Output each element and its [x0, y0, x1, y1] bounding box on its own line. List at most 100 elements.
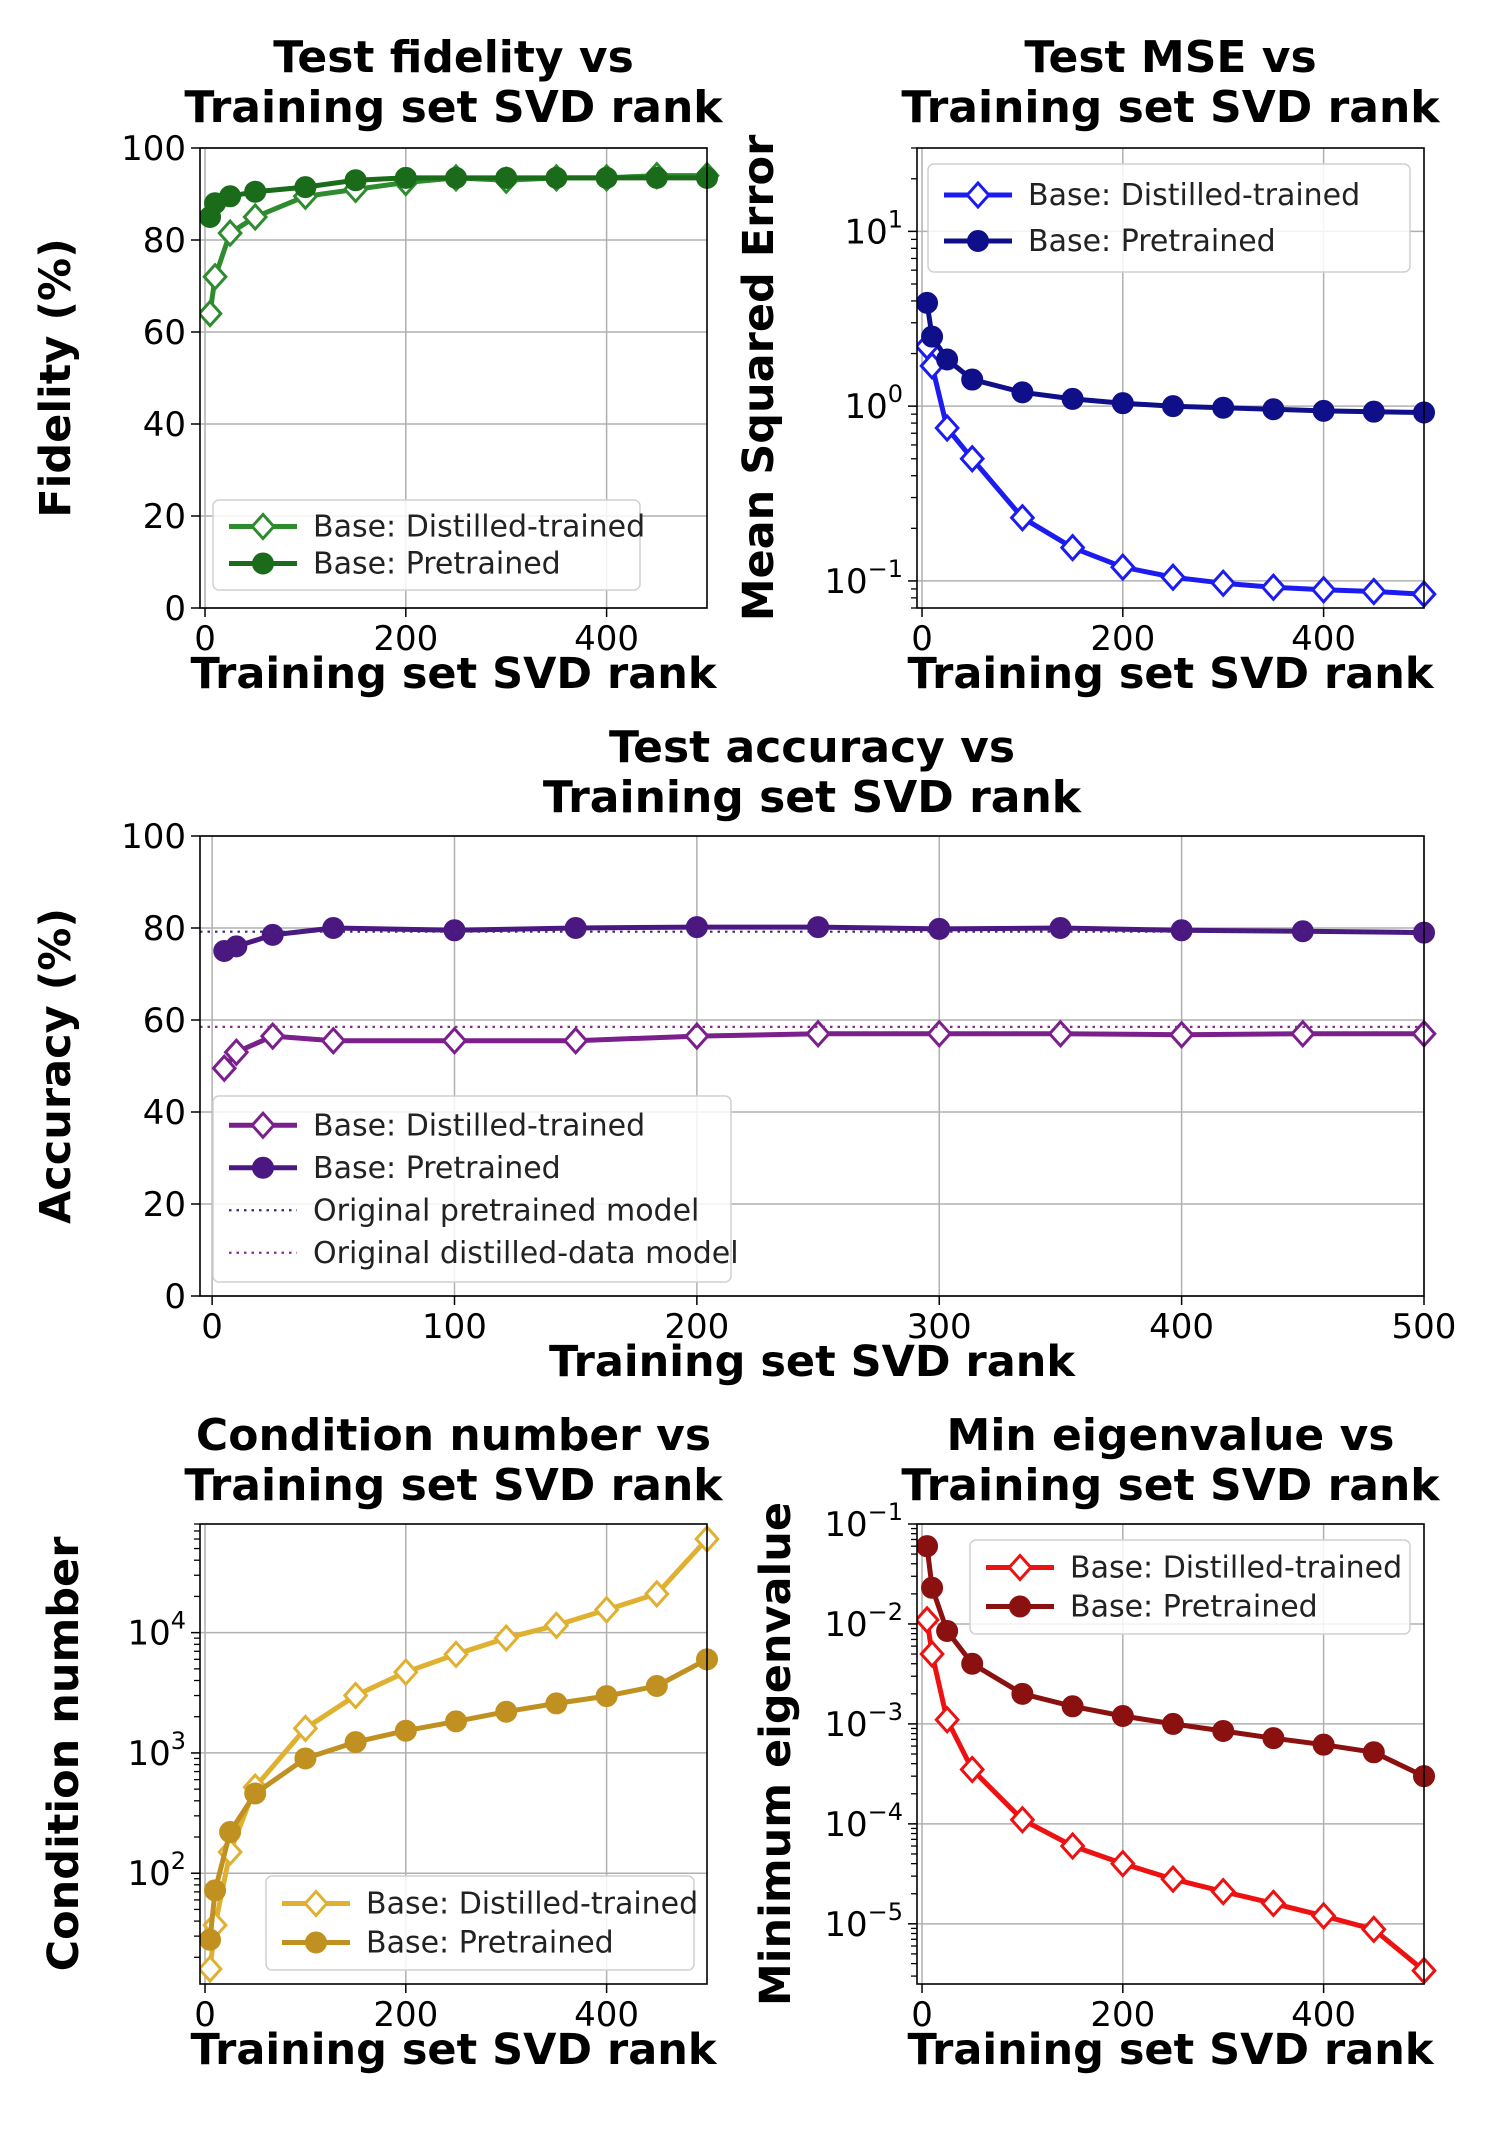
legend-marker — [252, 552, 274, 575]
data-point — [921, 1576, 944, 1599]
data-point — [320, 1026, 347, 1055]
y-tick-label: 10−4 — [824, 1798, 903, 1845]
x-tick-label: 0 — [194, 619, 216, 659]
chart-title: Test fidelity vs — [273, 32, 634, 83]
chart-title: Training set SVD rank — [184, 1460, 724, 1511]
data-point — [595, 166, 618, 189]
legend: Base: Distilled-trained Base: Pretrained — [927, 163, 1411, 273]
x-axis-label: Training set SVD rank — [191, 649, 718, 699]
y-tick-label: 103 — [127, 1727, 186, 1774]
axes-frame — [916, 147, 1425, 609]
data-point — [545, 1692, 568, 1715]
data-point — [1168, 1020, 1195, 1049]
x-tick-label: 300 — [907, 1307, 972, 1347]
axes-frame — [199, 1523, 708, 1985]
x-tick-label: 200 — [373, 1995, 438, 2035]
data-point — [917, 1605, 940, 1635]
data-point — [225, 935, 248, 958]
data-point — [917, 1535, 939, 1558]
y-tick-label: 102 — [127, 1847, 186, 1894]
data-point — [961, 1652, 984, 1675]
data-point — [961, 368, 984, 391]
data-point — [1210, 568, 1237, 598]
data-point — [344, 169, 367, 192]
series-line — [924, 1619, 1426, 1973]
legend-label: Original distilled-data model — [313, 1236, 739, 1271]
data-point — [807, 916, 830, 939]
data-point — [1289, 1019, 1316, 1049]
data-point — [1362, 1741, 1385, 1764]
y-tick-label: 10−2 — [824, 1598, 903, 1645]
legend-marker — [1007, 1553, 1033, 1582]
data-point — [1061, 1695, 1084, 1718]
chart-title: Training set SVD rank — [543, 772, 1083, 823]
data-point — [441, 1026, 468, 1055]
data-point — [342, 1681, 369, 1710]
data-point — [200, 1954, 223, 1984]
y-tick-label: 104 — [127, 1607, 186, 1654]
x-tick-label: 200 — [664, 1307, 729, 1347]
y-axis-label: Fidelity (%) — [31, 238, 81, 517]
data-point — [292, 1714, 319, 1743]
data-point — [562, 1026, 589, 1055]
data-point — [959, 1755, 986, 1784]
y-axis-label: Minimum eigenvalue — [751, 1502, 801, 2006]
data-point — [445, 1710, 468, 1733]
data-point — [1049, 917, 1072, 939]
plot-area — [917, 291, 1437, 609]
data-point — [928, 917, 951, 940]
chart-title: Test accuracy vs — [609, 722, 1015, 773]
data-point — [564, 917, 587, 939]
y-tick-label: 80 — [143, 221, 186, 261]
data-point — [392, 1657, 419, 1687]
y-tick-label: 60 — [143, 313, 186, 353]
data-point — [1260, 1889, 1287, 1918]
y-tick-label: 60 — [143, 1001, 186, 1041]
x-tick-label: 200 — [1090, 1995, 1155, 2035]
data-point — [1262, 1727, 1285, 1750]
data-point — [936, 1620, 959, 1643]
data-point — [244, 180, 267, 203]
y-tick-label: 100 — [121, 817, 186, 857]
data-point — [1059, 1831, 1086, 1861]
y-tick-label: 101 — [844, 205, 903, 252]
legend-label: Base: Pretrained — [313, 1151, 561, 1186]
y-axis-label: Mean Squared Error — [734, 134, 784, 621]
data-point — [1210, 1877, 1237, 1906]
data-point — [294, 176, 317, 199]
data-point — [543, 1611, 570, 1640]
data-point — [493, 1623, 520, 1653]
data-point — [926, 1019, 953, 1049]
data-point — [1310, 575, 1337, 605]
data-point — [219, 1821, 242, 1844]
x-tick-label: 400 — [574, 1995, 639, 2035]
data-point — [204, 1879, 227, 1902]
data-point — [1109, 552, 1136, 582]
y-tick-label: 40 — [143, 405, 186, 445]
data-point — [261, 923, 284, 946]
data-point — [1212, 396, 1235, 419]
y-tick-label: 10−1 — [824, 1498, 903, 1545]
chart-title: Training set SVD rank — [901, 82, 1441, 133]
x-tick-label: 200 — [373, 619, 438, 659]
legend-marker — [1009, 1595, 1031, 1618]
y-axis-label: Accuracy (%) — [31, 908, 81, 1224]
y-tick-label: 100 — [844, 380, 903, 427]
legend-marker — [250, 1111, 276, 1140]
data-point — [1061, 387, 1084, 410]
legend-box — [212, 499, 641, 591]
x-tick-label: 400 — [1149, 1307, 1214, 1347]
data-point — [1310, 1901, 1337, 1931]
data-point — [1360, 577, 1387, 606]
data-point — [217, 218, 243, 248]
legend-label: Base: Distilled-trained — [366, 1887, 698, 1922]
data-point — [1262, 398, 1285, 421]
data-point — [200, 299, 223, 328]
data-point — [344, 1731, 367, 1754]
data-point — [445, 166, 468, 189]
data-point — [645, 166, 668, 189]
legend-box — [927, 163, 1411, 273]
y-tick-label: 20 — [143, 1185, 186, 1225]
chart-title: Condition number vs — [196, 1410, 711, 1461]
